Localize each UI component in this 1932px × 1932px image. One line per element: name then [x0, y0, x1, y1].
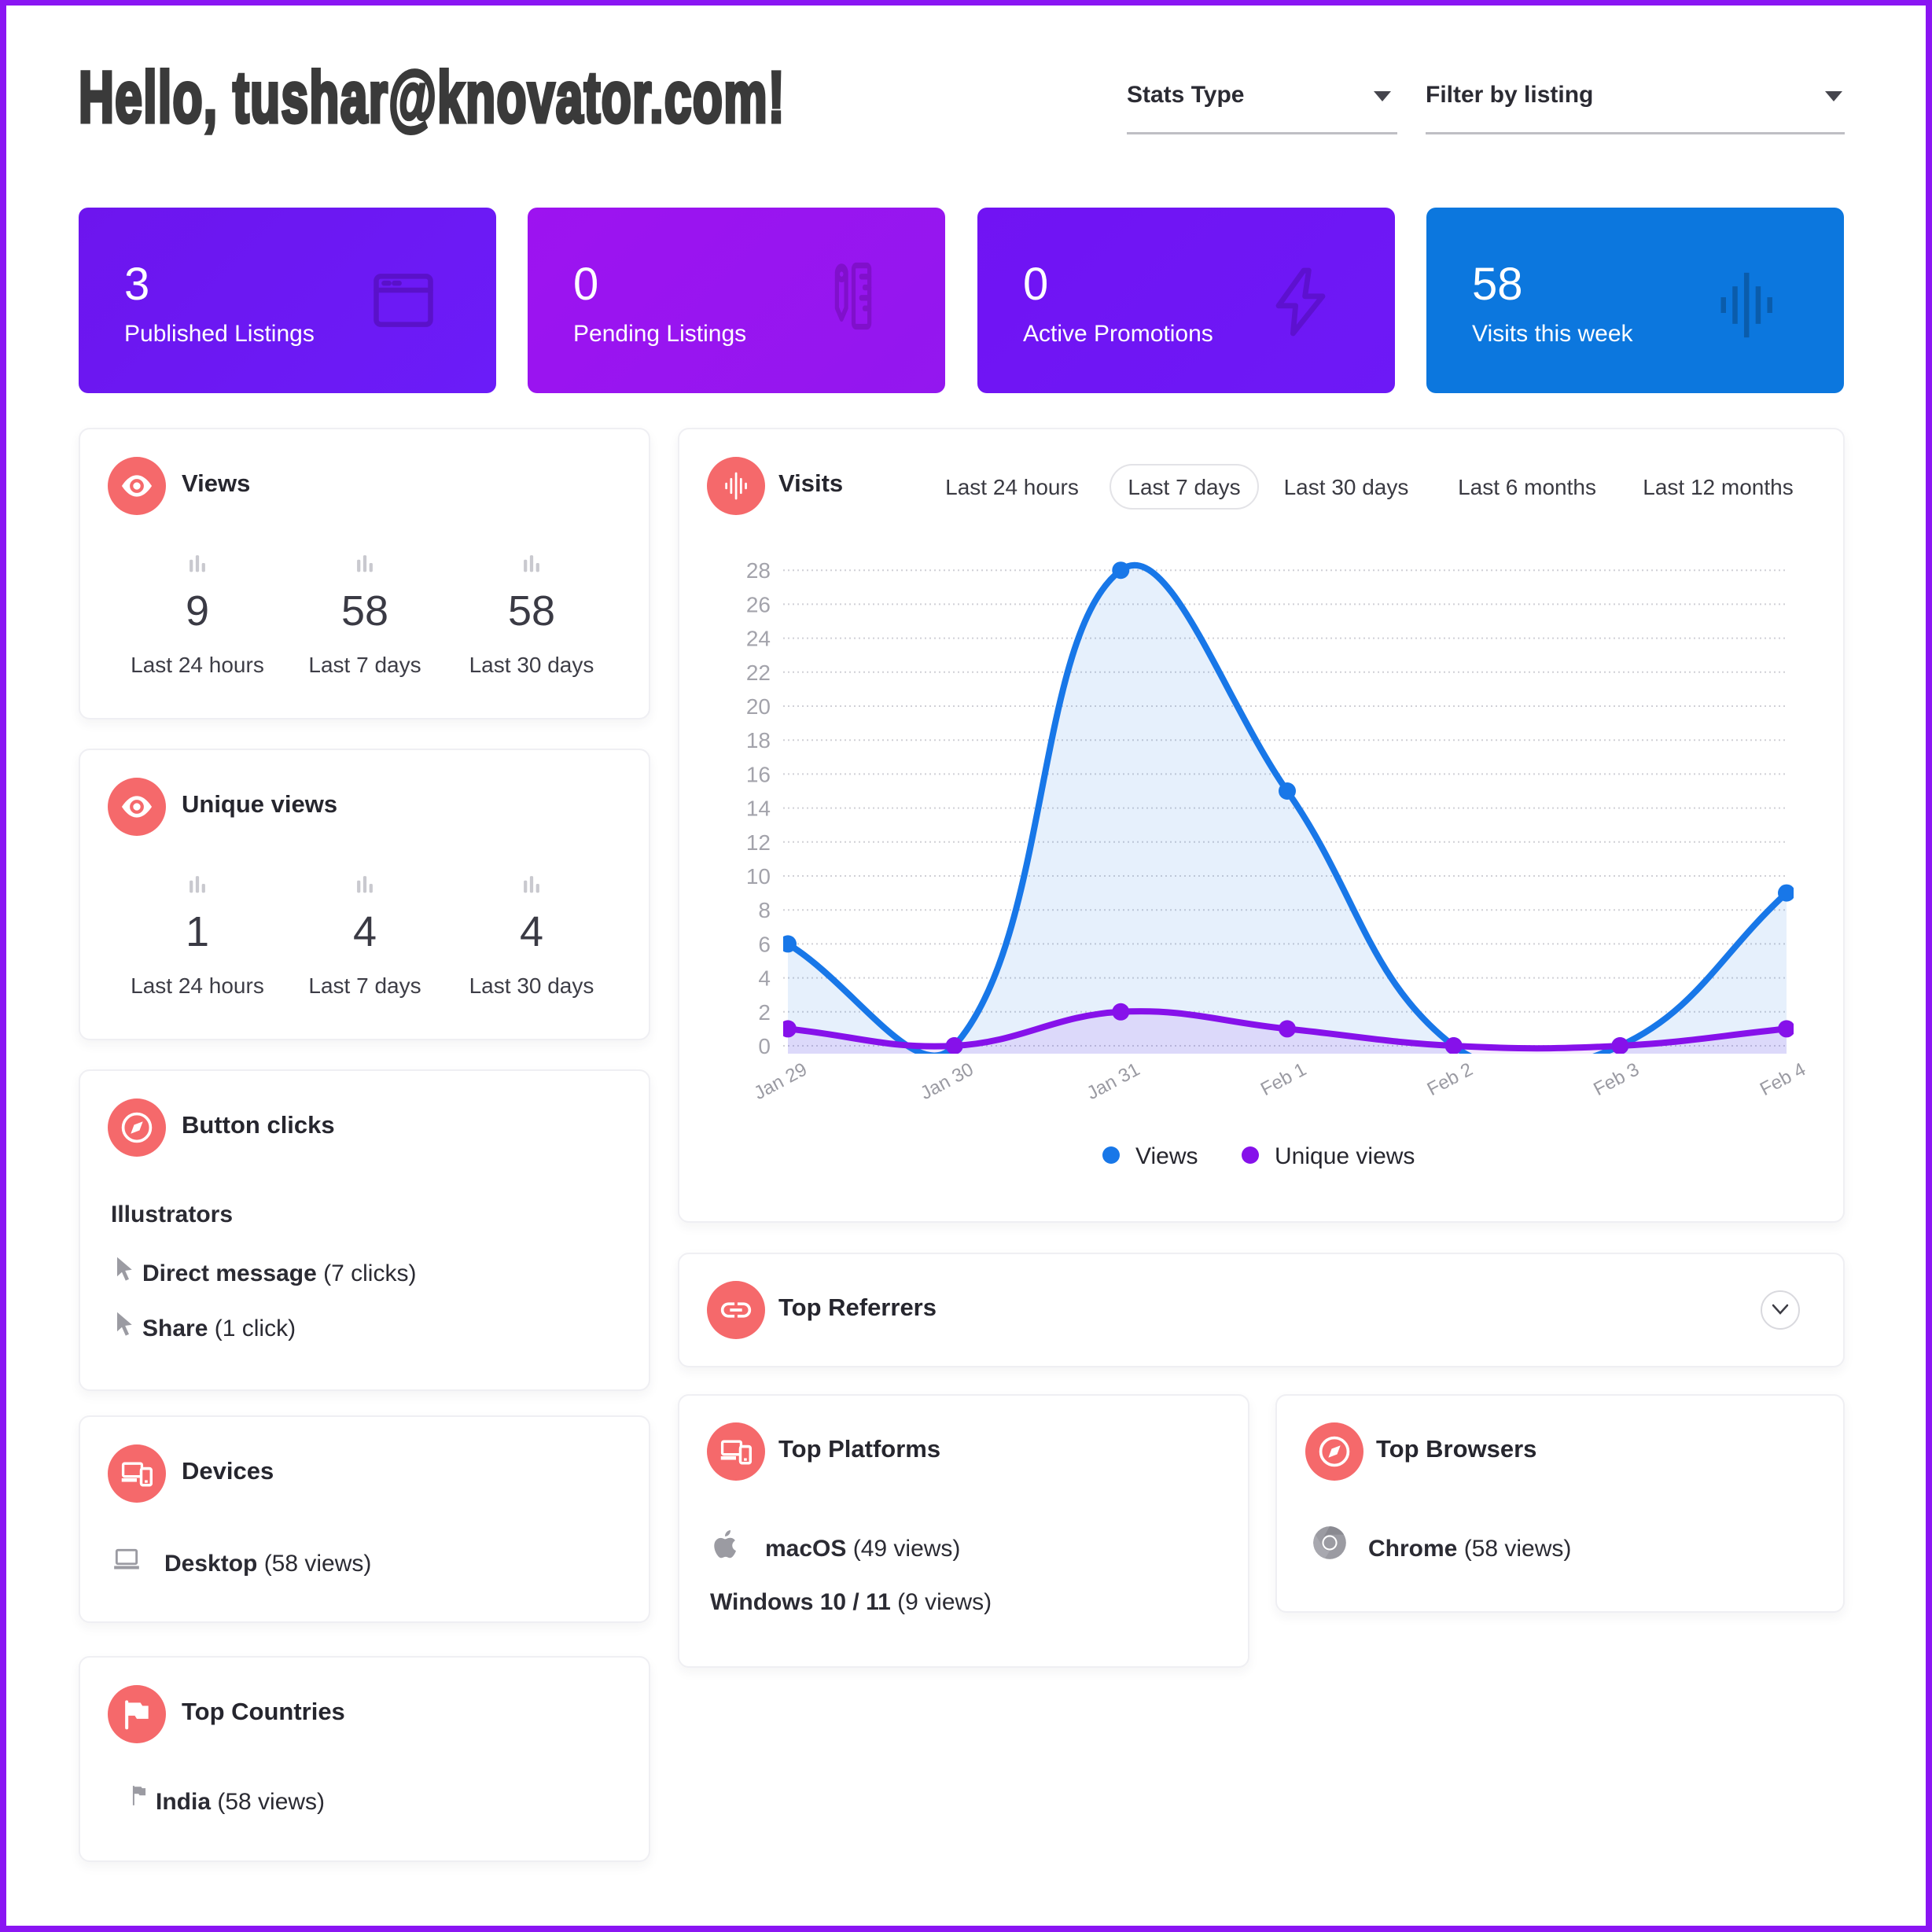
svg-text:Unique views: Unique views	[1275, 1143, 1415, 1169]
svg-text:28: 28	[746, 558, 771, 583]
svg-text:14: 14	[746, 797, 771, 821]
svg-text:20: 20	[746, 694, 771, 719]
svg-text:2: 2	[758, 1000, 771, 1025]
svg-text:Views: Views	[1135, 1143, 1198, 1169]
svg-text:Feb 4: Feb 4	[1757, 1058, 1809, 1100]
svg-text:Feb 1: Feb 1	[1257, 1058, 1310, 1100]
svg-text:8: 8	[758, 898, 771, 922]
svg-text:10: 10	[746, 864, 771, 889]
svg-text:0: 0	[758, 1034, 771, 1058]
svg-text:Jan 29: Jan 29	[751, 1058, 811, 1104]
svg-text:12: 12	[746, 830, 771, 855]
svg-text:16: 16	[746, 762, 771, 786]
svg-text:Feb 2: Feb 2	[1424, 1058, 1477, 1100]
svg-text:4: 4	[758, 966, 771, 991]
svg-text:26: 26	[746, 592, 771, 616]
svg-text:6: 6	[758, 932, 771, 956]
svg-text:Jan 31: Jan 31	[1084, 1058, 1143, 1104]
svg-text:24: 24	[746, 627, 771, 651]
svg-text:22: 22	[746, 661, 771, 685]
svg-text:Feb 3: Feb 3	[1590, 1058, 1643, 1100]
svg-text:Jan 30: Jan 30	[917, 1058, 977, 1104]
svg-text:18: 18	[746, 728, 771, 753]
